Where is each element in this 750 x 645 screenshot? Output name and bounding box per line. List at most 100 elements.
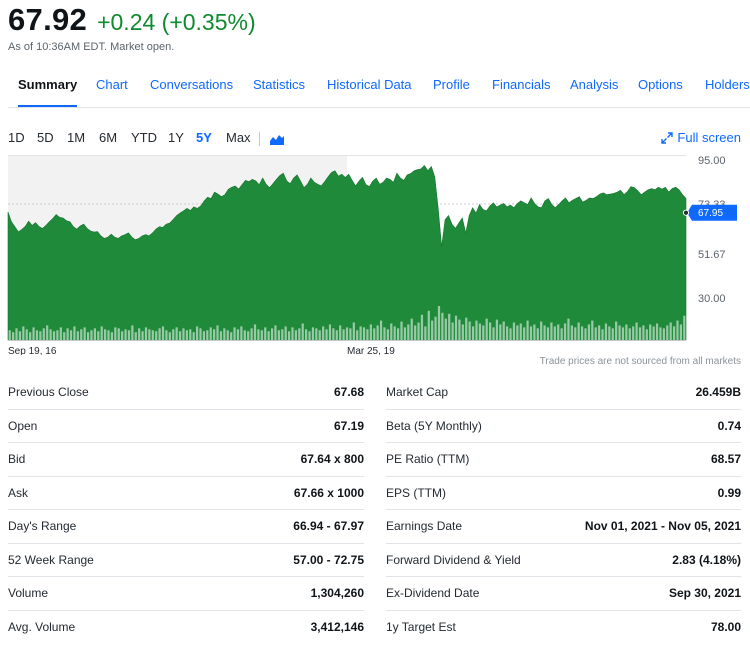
volume-bar bbox=[298, 328, 301, 340]
tab-profile[interactable]: Profile bbox=[433, 77, 470, 92]
stat-label: PE Ratio (TTM) bbox=[386, 452, 470, 467]
volume-bar bbox=[574, 327, 577, 340]
volume-bar bbox=[192, 332, 195, 340]
volume-bar bbox=[100, 326, 103, 340]
stat-label: EPS (TTM) bbox=[386, 485, 446, 500]
tab-historical-data[interactable]: Historical Data bbox=[327, 77, 412, 92]
stat-row: Earnings Date Nov 01, 2021 - Nov 05, 2021 bbox=[386, 510, 741, 544]
volume-bar bbox=[342, 329, 345, 340]
volume-bar bbox=[492, 327, 495, 340]
tab-options[interactable]: Options bbox=[638, 77, 683, 92]
full-screen-button[interactable]: Full screen bbox=[661, 130, 741, 145]
current-price-tag bbox=[687, 204, 737, 221]
expand-icon bbox=[661, 131, 674, 144]
stat-value: 3,412,146 bbox=[310, 620, 364, 635]
volume-bar bbox=[659, 327, 662, 340]
volume-bar bbox=[168, 332, 171, 340]
volume-bar bbox=[257, 329, 260, 340]
volume-bar bbox=[403, 327, 407, 340]
volume-bar bbox=[189, 329, 192, 340]
volume-bar bbox=[451, 322, 454, 340]
stat-label: Bid bbox=[8, 452, 26, 467]
volume-bar bbox=[393, 326, 396, 340]
range-max[interactable]: Max bbox=[226, 130, 251, 145]
volume-bar bbox=[32, 327, 35, 340]
tab-statistics[interactable]: Statistics bbox=[253, 77, 306, 92]
volume-bar bbox=[175, 327, 178, 340]
chart-disclaimer: Trade prices are not sourced from all ma… bbox=[539, 356, 741, 367]
stat-row: 52 Week Range 57.00 - 72.75 bbox=[8, 544, 364, 577]
volume-bar bbox=[533, 324, 536, 340]
tab-holders[interactable]: Holders bbox=[705, 77, 750, 92]
volume-bar bbox=[407, 324, 410, 340]
volume-bar bbox=[468, 321, 471, 340]
volume-bar bbox=[56, 330, 59, 340]
tab-analysis[interactable]: Analysis bbox=[570, 77, 619, 92]
volume-bar bbox=[601, 329, 604, 340]
volume-bar bbox=[339, 325, 342, 340]
volume-bar bbox=[131, 325, 134, 340]
volume-bar bbox=[8, 330, 11, 340]
volume-bar bbox=[437, 306, 441, 340]
volume-bar bbox=[645, 329, 648, 340]
volume-bar bbox=[86, 332, 90, 340]
tab-chart[interactable]: Chart bbox=[96, 77, 128, 92]
price-chart[interactable]: 95.00 73.33 51.67 30.00 Sep 19, 16 Mar 2… bbox=[0, 150, 750, 355]
volume-bar bbox=[311, 327, 315, 340]
tab-conversations[interactable]: Conversations bbox=[150, 77, 234, 92]
stat-value: 78.00 bbox=[710, 620, 741, 635]
tab-summary[interactable]: Summary bbox=[18, 68, 78, 108]
stat-label: Earnings Date bbox=[386, 519, 463, 534]
volume-bar bbox=[458, 319, 461, 340]
volume-bar bbox=[93, 328, 96, 340]
chart-type-icon[interactable] bbox=[270, 133, 284, 145]
volume-bar bbox=[414, 325, 417, 340]
range-1m[interactable]: 1M bbox=[67, 130, 86, 145]
volume-bar bbox=[18, 331, 22, 340]
volume-bar bbox=[172, 329, 175, 340]
volume-bar bbox=[410, 318, 413, 340]
volume-bar bbox=[308, 331, 311, 340]
stat-value: 67.64 x 800 bbox=[300, 452, 364, 467]
volume-bar bbox=[519, 323, 522, 340]
volume-bar bbox=[444, 318, 447, 340]
range-5d[interactable]: 5D bbox=[37, 130, 54, 145]
stat-row: Previous Close 67.68 bbox=[8, 376, 364, 410]
range-1d[interactable]: 1D bbox=[8, 130, 25, 145]
stat-value: 67.66 x 1000 bbox=[293, 485, 364, 500]
volume-bar bbox=[158, 328, 161, 340]
volume-bar bbox=[485, 318, 488, 340]
volume-bar bbox=[29, 332, 32, 340]
volume-bar bbox=[642, 325, 645, 340]
stat-label: Previous Close bbox=[8, 385, 89, 400]
volume-bar bbox=[618, 325, 621, 340]
y-tick-label: 30.00 bbox=[698, 293, 726, 305]
range-ytd[interactable]: YTD bbox=[131, 130, 157, 145]
volume-bar bbox=[499, 324, 502, 340]
quote-stats-left: Previous Close 67.68 Open 67.19 Bid 67.64 x… bbox=[8, 376, 364, 644]
volume-bar bbox=[526, 320, 529, 340]
stat-label: Open bbox=[8, 418, 38, 433]
volume-bar bbox=[121, 331, 124, 340]
volume-bar bbox=[632, 326, 635, 340]
volume-bar bbox=[233, 327, 236, 340]
volume-bar bbox=[291, 327, 294, 340]
tab-financials[interactable]: Financials bbox=[492, 77, 551, 92]
volume-bar bbox=[506, 326, 509, 340]
volume-bar bbox=[148, 329, 151, 340]
volume-bar bbox=[97, 331, 100, 340]
volume-bar bbox=[563, 323, 567, 340]
stat-row: Ask 67.66 x 1000 bbox=[8, 477, 364, 510]
volume-bar bbox=[281, 329, 284, 340]
volume-bar bbox=[315, 328, 318, 340]
volume-bar bbox=[591, 320, 594, 340]
stat-label: Avg. Volume bbox=[8, 620, 76, 635]
range-1y[interactable]: 1Y bbox=[168, 130, 184, 145]
range-5y[interactable]: 5Y bbox=[196, 130, 212, 145]
range-6m[interactable]: 6M bbox=[99, 130, 118, 145]
volume-bar bbox=[400, 321, 403, 340]
stat-row: Avg. Volume 3,412,146 bbox=[8, 611, 364, 645]
y-tick-label: 95.00 bbox=[698, 155, 726, 167]
volume-bar bbox=[369, 324, 372, 340]
volume-bar bbox=[182, 328, 185, 340]
